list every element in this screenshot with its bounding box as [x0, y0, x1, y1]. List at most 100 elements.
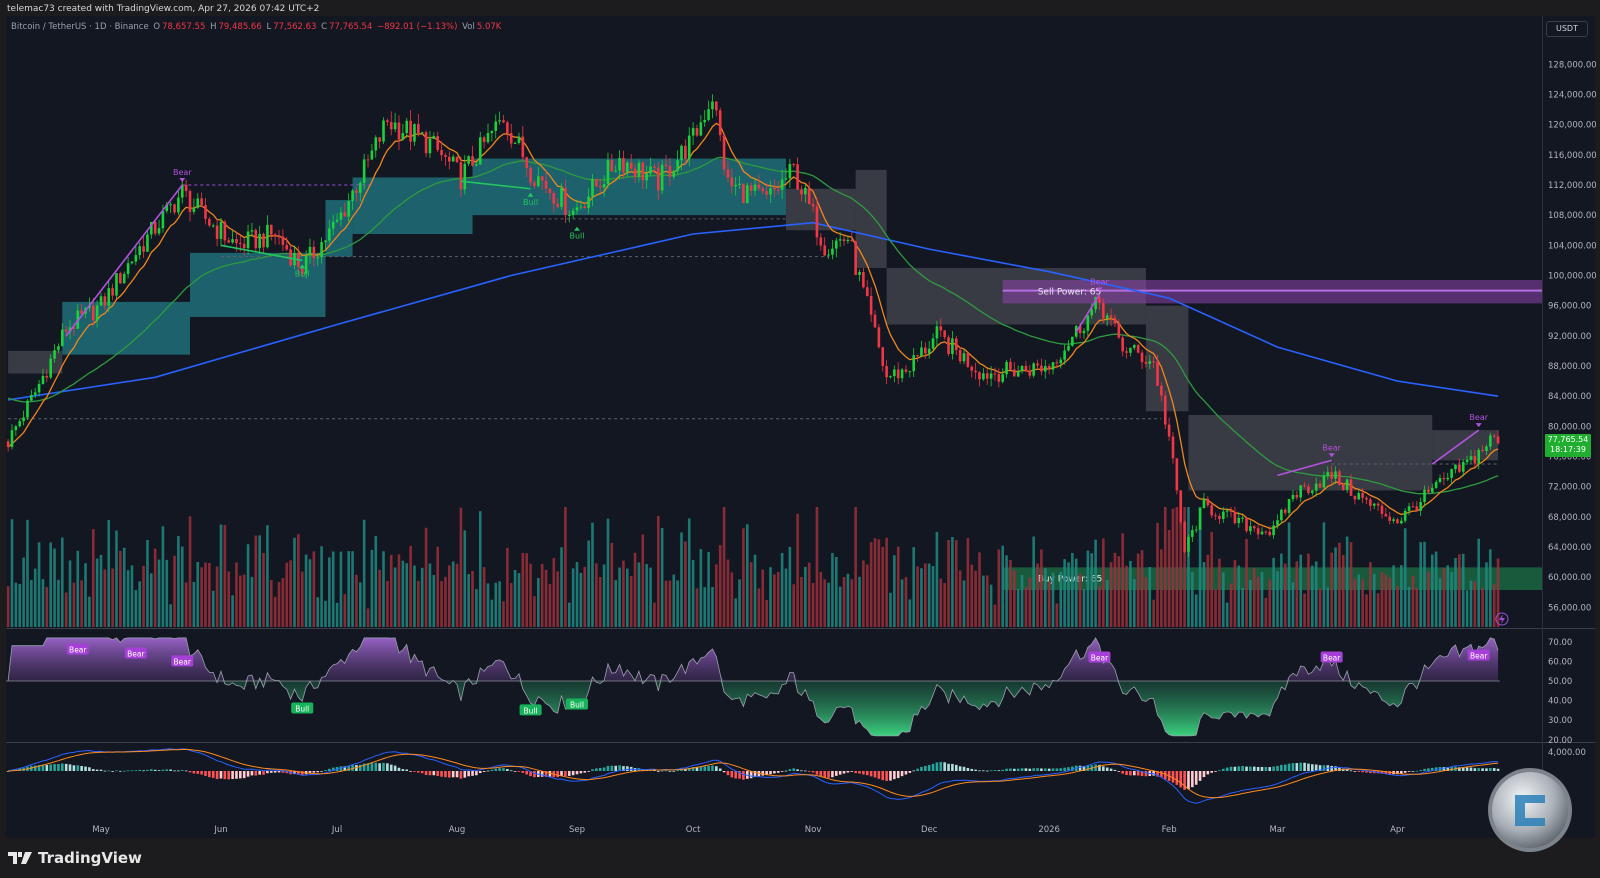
volume-bar	[711, 586, 714, 627]
candle-body	[1156, 361, 1159, 386]
volume-bar	[153, 548, 157, 627]
time-tick-label: Jun	[213, 825, 227, 835]
volume-bar	[1280, 553, 1283, 627]
candle-body	[1179, 490, 1183, 522]
macd-histogram-bar	[831, 771, 834, 778]
alert-icon[interactable]	[1495, 612, 1509, 626]
tradingview-logo[interactable]: TradingView	[8, 849, 142, 867]
macd-histogram-bar	[587, 771, 590, 772]
candle-body	[1171, 436, 1175, 459]
macd-histogram-bar	[1132, 771, 1136, 776]
candle-body	[745, 185, 749, 204]
macd-histogram-bar	[1283, 764, 1287, 771]
macd-histogram-bar	[893, 771, 896, 780]
candle-body	[455, 156, 459, 163]
volume-bar	[1330, 552, 1333, 627]
macd-histogram-bar	[1461, 767, 1465, 771]
volume-bar	[1082, 589, 1086, 627]
candle-body	[811, 204, 815, 207]
macd-histogram-bar	[529, 771, 532, 777]
macd-histogram-bar	[250, 771, 254, 776]
candle-body	[935, 326, 939, 339]
macd-histogram-bar	[358, 764, 362, 771]
candle-body	[33, 392, 37, 395]
candle-body	[146, 234, 149, 252]
candle-body	[645, 173, 648, 181]
candle-body	[711, 101, 714, 110]
macd-histogram-bar	[273, 771, 277, 773]
macd-histogram-bar	[540, 771, 544, 777]
volume-bar	[1287, 522, 1291, 627]
macd-histogram-bar	[513, 771, 517, 772]
macd-histogram-bar	[138, 769, 141, 771]
price-tick-label: 92,000.00	[1548, 332, 1591, 342]
macd-histogram-bar	[1051, 768, 1055, 771]
candle-body	[587, 196, 590, 209]
macd-histogram-bar	[324, 770, 327, 771]
candle-body	[1098, 296, 1101, 303]
cloud-teal	[62, 301, 191, 355]
macd-histogram-bar	[475, 771, 478, 776]
candle-body	[324, 240, 327, 243]
volume-bar	[1094, 539, 1097, 627]
macd-histogram-bar	[780, 771, 784, 772]
volume-bar	[1167, 530, 1171, 627]
macd-histogram-bar	[1171, 771, 1175, 783]
volume-bar	[1403, 528, 1407, 627]
volume-bar	[1005, 555, 1008, 627]
volume-bar	[428, 563, 432, 627]
candle-body	[691, 128, 695, 136]
candle-body	[409, 120, 412, 142]
candle-body	[1477, 449, 1481, 464]
macd-histogram-bar	[912, 770, 915, 772]
candle-body	[420, 132, 424, 134]
macd-histogram-bar	[366, 763, 370, 771]
macd-histogram-bar	[927, 764, 931, 771]
candle-body	[633, 168, 637, 177]
macd-histogram-bar	[1434, 767, 1438, 771]
macd-histogram-bar	[1001, 769, 1005, 771]
candle-body	[838, 239, 842, 241]
macd-histogram-bar	[486, 770, 490, 772]
symbol-name[interactable]: Bitcoin / TetherUS · 1D · Binance	[11, 22, 149, 32]
macd-histogram-bar	[165, 769, 169, 771]
high-label: H	[210, 22, 217, 32]
volume-bar	[1105, 579, 1109, 627]
currency-button[interactable]: USDT	[1546, 21, 1588, 37]
volume-bar	[211, 590, 215, 627]
volume-bar	[951, 537, 954, 627]
volume-bar	[1013, 570, 1016, 627]
macd-histogram-bar	[1098, 764, 1101, 771]
macd-histogram-bar	[91, 769, 95, 771]
volume-bar	[517, 573, 521, 627]
volume-bar	[571, 568, 575, 627]
volume-bar	[405, 563, 409, 627]
candle-body	[707, 109, 710, 120]
bear-divergence-line	[65, 184, 183, 337]
candle-body	[1241, 517, 1244, 519]
volume-bar	[1461, 553, 1465, 627]
volume-bar	[622, 560, 625, 627]
bear-label: Bear	[1322, 443, 1341, 452]
volume-bar	[204, 562, 207, 627]
macd-histogram-bar	[1256, 766, 1260, 771]
volume-bar	[99, 554, 103, 627]
macd-histogram-bar	[869, 771, 873, 777]
volume-bar	[1016, 588, 1020, 627]
volume-bar	[552, 558, 556, 627]
candle-body	[1415, 506, 1419, 511]
volume-bar	[873, 538, 877, 627]
macd-histogram-bar	[1202, 771, 1206, 778]
macd-histogram-bar	[664, 770, 668, 772]
volume-bar	[165, 559, 169, 627]
candle-body	[242, 243, 246, 249]
macd-histogram-bar	[1295, 763, 1299, 771]
volume-bar	[548, 584, 552, 627]
volume-bar	[1229, 583, 1233, 627]
macd-histogram-bar	[1380, 771, 1384, 774]
candle-body	[1252, 526, 1256, 529]
macd-histogram-bar	[1477, 768, 1481, 771]
low-value: 77,562.63	[273, 22, 317, 32]
candle-body	[95, 305, 99, 321]
